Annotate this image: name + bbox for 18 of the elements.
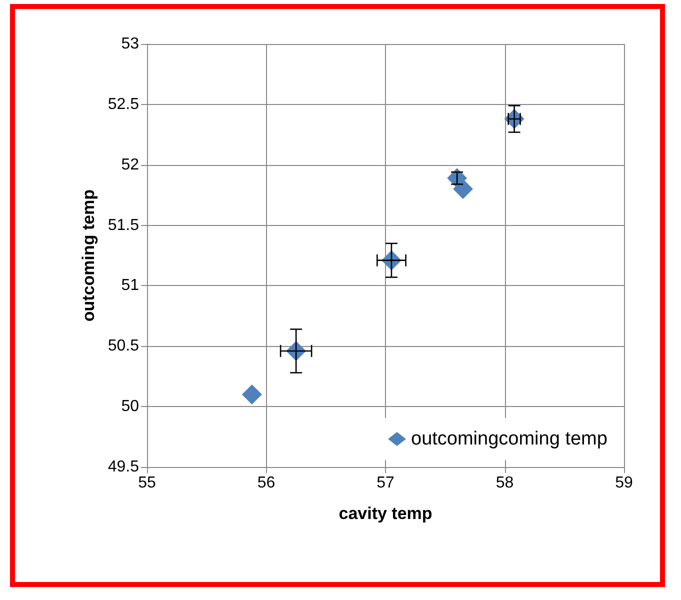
- legend-label: outcomingcoming temp: [411, 428, 608, 450]
- x-tick-label: 56: [257, 474, 276, 492]
- y-tick-label: 49.5: [108, 458, 140, 476]
- y-tick-label: 51.5: [108, 216, 140, 234]
- y-axis-title: outcoming temp: [78, 189, 98, 322]
- x-tick-label: 55: [138, 474, 156, 492]
- x-tick-label: 57: [376, 474, 394, 492]
- x-tick-label: 59: [615, 474, 633, 492]
- point: [453, 179, 474, 200]
- y-tick-label: 50.5: [108, 338, 140, 355]
- y-tick-label: 52.5: [108, 96, 140, 113]
- y-tick-label: 53: [121, 36, 140, 52]
- x-tick-label: 58: [496, 474, 514, 492]
- y-tick-label: 52: [121, 156, 140, 174]
- y-tick-label: 50: [121, 398, 140, 416]
- point: [242, 384, 262, 404]
- x-axis-title: cavity temp: [338, 504, 432, 523]
- y-tick-label: 51: [121, 277, 140, 294]
